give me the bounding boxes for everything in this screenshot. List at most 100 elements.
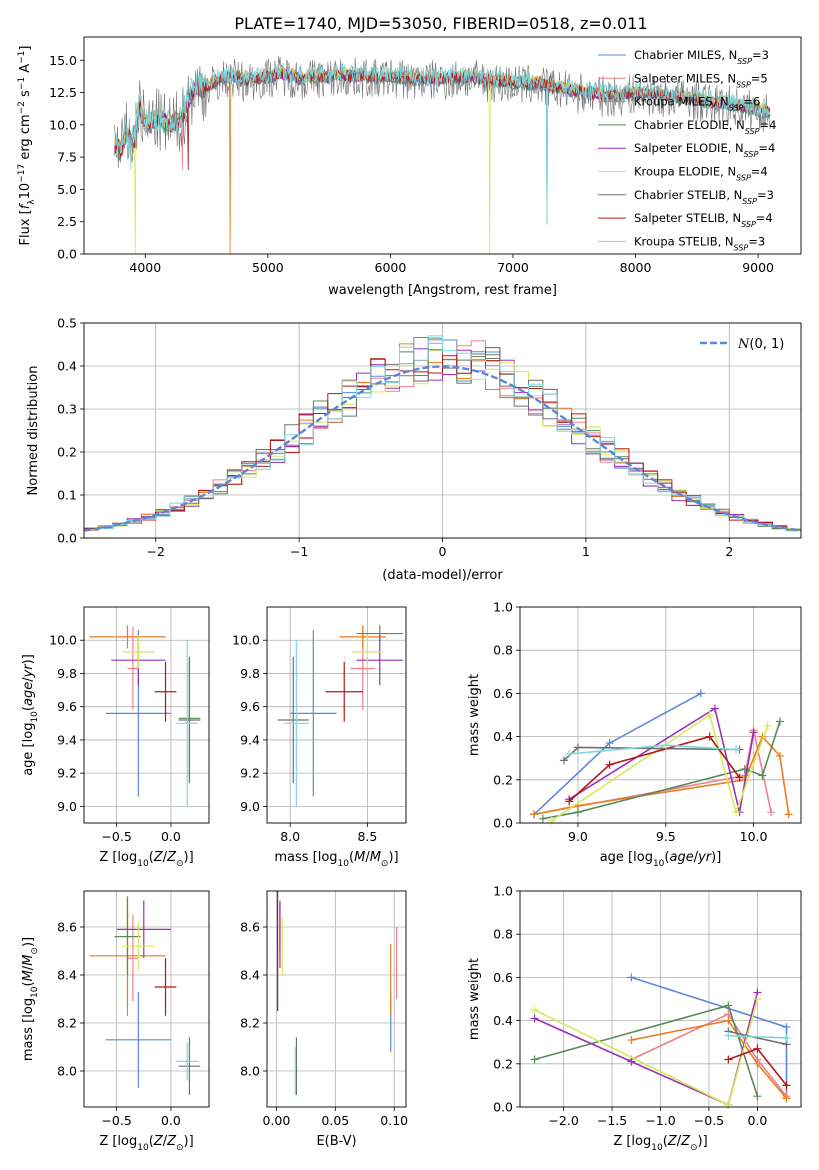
x-tick-label: 6000 [375,260,407,275]
weight-marker [724,1031,733,1040]
legend-entry: Kroupa ELODIE, NSSP=4 [634,165,768,183]
x-tick-label: 10.0 [740,829,768,844]
y-tick-label: 9.4 [240,732,260,747]
x-tick-label: 9.0 [568,829,588,844]
weight-marker [565,749,574,758]
x-tick-label: 0.10 [380,1113,408,1128]
weight-marker [782,1094,791,1103]
x-tick-label: 0.0 [161,1113,181,1128]
weight-marker [763,721,772,730]
weight_vs_age-axes: 9.0 9.5 10.0 0.0 0.2 0.4 0.6 0.8 1.0 [493,600,801,844]
weight-series-chabrier-stelib [728,1030,787,1046]
weight-marker [627,973,636,982]
errorbar-point [176,1042,199,1081]
x-tick-label: −2.0 [548,1113,578,1128]
mass_vs_z-frame [83,890,210,1108]
residuals-ylabel: Normed distribution [26,366,41,496]
x-tick-label: 9000 [742,260,774,275]
y-tick-label: 0.1 [57,488,77,503]
mass_vs_z-xlabel: Z [log10(Z/Z⊙)] [99,1134,193,1153]
age_vs_mass-frame [266,606,407,824]
errorbar-point [154,958,177,1016]
age_vs_z-xlabel: Z [log10(Z/Z⊙)] [99,850,193,869]
errorbar-point [290,630,337,797]
y-tick-label: 0.0 [493,816,513,831]
weight-marker [724,1100,733,1109]
weight-marker [605,739,614,748]
y-tick-label: 10.0 [49,633,77,648]
y-tick-label: 9.0 [240,799,260,814]
residuals-frame [83,322,802,539]
weight-marker [530,810,539,819]
mass_vs_ebv-points [277,891,398,1095]
weight_vs_age-lines [530,689,793,825]
x-tick-label: 2 [725,544,733,559]
errorbar-point [178,1037,201,1095]
y-tick-label: 0.6 [493,970,513,985]
y-tick-label: 12.5 [49,85,77,100]
weight-marker [710,704,719,713]
y-tick-label: 9.6 [240,699,260,714]
weight-marker [661,741,670,750]
errorbar-point [154,661,177,722]
x-tick-label: −0.5 [694,1113,724,1128]
legend-entry: Kroupa STELIB, NSSP=3 [634,234,765,252]
weight-marker [732,808,741,817]
weight-marker [782,1023,791,1032]
y-tick-label: 9.4 [57,732,77,747]
x-tick-label: −0.5 [101,829,131,844]
weight-marker [530,1055,539,1064]
legend-entry: Chabrier STELIB, NSSP=3 [634,188,774,206]
weight_vs_age-xlabel: age [log10(age/yr)] [600,850,722,869]
y-tick-label: 9.8 [57,666,77,681]
residual-histograms [84,335,801,538]
y-tick-label: 0.2 [57,445,77,460]
errorbar-point [178,656,201,784]
x-tick-label: 8.5 [357,829,377,844]
weight-marker [775,717,784,726]
errorbar-point [122,922,155,971]
spectrum-xlabel: wavelength [Angstrom, rest frame] [328,283,557,298]
y-tick-label: 0.4 [57,359,77,374]
age_vs_z-axes: −0.5 0.0 9.0 9.2 9.4 9.6 9.8 10.0 [49,607,209,844]
weight-marker [627,1036,636,1045]
y-tick-label: 0.3 [57,402,77,417]
spectrum-frame [83,36,802,255]
errorbar-point [127,915,139,1002]
y-tick-label: 2.5 [57,214,77,229]
weight-marker [705,732,714,741]
histogram-kroupa-stelib [84,335,801,538]
errorbar-point [116,900,171,959]
weight-marker [559,756,568,765]
y-tick-label: 8.0 [57,1064,77,1079]
age_vs_mass-axes: 8.0 8.5 9.0 9.2 9.4 9.6 9.8 10.0 [232,607,406,844]
x-tick-label: 4000 [129,260,161,275]
y-tick-label: 8.4 [57,968,77,983]
mass_vs_ebv-frame [266,890,407,1108]
errorbar-point [127,626,139,711]
errorbar-point [114,898,141,975]
spectrum-ylabel: Flux [fλ10−17 erg cm−2 s−1 A−1] [17,46,37,246]
weight-marker [775,752,784,761]
age_vs_mass-points [277,625,403,807]
y-tick-label: 5.0 [57,182,77,197]
y-tick-label: 0.2 [493,772,513,787]
weight-marker [758,771,767,780]
y-tick-label: 0.6 [493,686,513,701]
weight-marker [753,1044,762,1053]
y-tick-label: 7.5 [57,150,77,165]
age_vs_z-frame [83,606,210,824]
y-tick-label: 10.0 [49,117,77,132]
x-tick-label: 7000 [497,260,529,275]
x-tick-label: 8000 [620,260,652,275]
weight-marker [753,1092,762,1101]
legend-entry: Salpeter ELODIE, NSSP=4 [634,141,775,159]
legend-entry: Salpeter STELIB, NSSP=4 [634,211,773,229]
legend-entry: Chabrier MILES, NSSP=3 [634,48,769,66]
spectrum-axes: 4000 5000 6000 7000 8000 9000 0.0 2.5 5.0 7.5 10.0… [49,53,774,275]
y-tick-label: 8.6 [57,920,77,935]
errorbar-point [105,991,171,1088]
weight-marker [724,1016,733,1025]
weight_vs_age-ylabel: mass weight [467,674,482,756]
y-tick-label: 9.8 [240,666,260,681]
